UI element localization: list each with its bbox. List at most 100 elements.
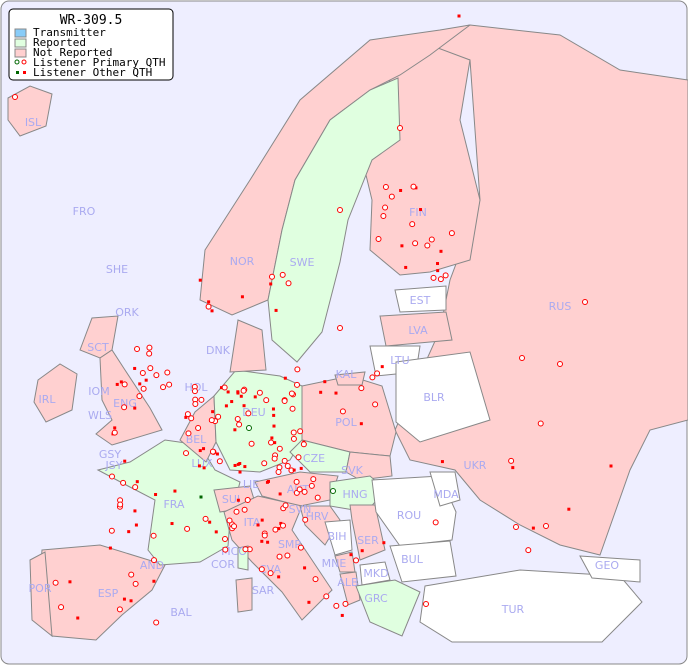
listener-other-qth-marker <box>334 391 338 395</box>
listener-primary-qth-marker <box>108 473 115 480</box>
listener-other-qth-marker <box>283 376 287 380</box>
listener-primary-qth-marker <box>428 236 435 243</box>
legend-swatch-transmitter <box>14 28 27 38</box>
country-label-iom: IOM <box>88 385 109 398</box>
listener-other-qth-marker <box>215 452 219 456</box>
country-irl <box>33 363 78 423</box>
listener-primary-qth-marker <box>310 476 317 483</box>
listener-other-qth-marker <box>349 553 353 557</box>
country-label-ser: SER <box>357 534 379 547</box>
listener-other-qth-marker <box>133 366 137 370</box>
listener-other-qth-marker <box>233 428 237 432</box>
country-grc <box>355 579 421 637</box>
listener-other-qth-marker <box>253 395 257 399</box>
listener-primary-qth-marker <box>281 457 288 464</box>
listener-primary-qth-marker <box>279 522 286 529</box>
listener-other-qth-marker <box>436 269 440 273</box>
listener-other-qth-marker <box>269 282 273 286</box>
legend-other-green-icon <box>16 71 19 74</box>
country-label-gsy: GSY <box>99 448 122 461</box>
listener-primary-qth-marker <box>160 384 167 391</box>
listener-primary-qth-marker <box>289 405 296 412</box>
legend-box <box>8 8 174 81</box>
legend-primary-qth: Listener Primary QTH <box>33 56 165 69</box>
country-label-wls: WLS <box>88 409 112 422</box>
listener-other-qth-marker <box>219 386 223 390</box>
listener-primary-qth-marker <box>293 478 300 485</box>
listener-primary-qth-marker <box>382 184 389 191</box>
listener-other-qth-marker <box>323 380 327 384</box>
country-label-bal: BAL <box>170 606 192 619</box>
listener-primary-qth-marker <box>382 204 389 211</box>
listener-primary-qth-marker <box>188 415 195 422</box>
listener-primary-qth-marker <box>557 361 563 367</box>
listener-other-qth-marker <box>382 541 386 545</box>
country-label-tur: TUR <box>501 603 525 616</box>
listener-primary-qth-marker <box>284 462 291 469</box>
listener-primary-qth-marker <box>268 273 275 280</box>
listener-other-qth-marker <box>457 14 461 18</box>
listener-primary-qth-marker <box>537 420 544 427</box>
country-label-lva: LVA <box>408 324 428 337</box>
country-label-geo: GEO <box>595 559 619 572</box>
listener-primary-qth-marker <box>202 515 209 522</box>
listener-other-qth-marker <box>419 208 423 212</box>
listener-other-qth-marker <box>279 521 283 525</box>
country-label-swe: SWE <box>290 256 315 269</box>
listener-other-qth-marker <box>230 400 234 404</box>
listener-primary-qth-marker <box>295 454 302 461</box>
legend-primary-red-icon <box>21 59 27 65</box>
country-lva <box>379 311 453 347</box>
listener-primary-qth-marker <box>268 439 275 446</box>
listener-primary-qth-marker <box>147 365 154 372</box>
country-blr <box>395 351 491 443</box>
listener-other-qth-marker <box>439 249 443 253</box>
listener-primary-qth-marker <box>120 479 127 486</box>
listener-other-qth-marker <box>207 300 211 304</box>
country-label-eng: ENG <box>113 397 137 410</box>
listener-other-qth-marker <box>236 462 240 466</box>
listener-other-qth-marker <box>135 480 139 484</box>
listener-other-qth-marker <box>127 530 131 534</box>
listener-other-qth-marker <box>303 566 307 570</box>
country-fra <box>96 439 241 566</box>
listener-primary-qth-marker <box>297 428 304 435</box>
listener-primary-qth-marker <box>388 193 395 200</box>
listener-primary-qth-marker <box>281 398 288 405</box>
listener-other-qth-marker <box>273 441 277 445</box>
listener-other-qth-marker <box>238 470 242 474</box>
country-por <box>29 551 53 638</box>
country-label-sct: SCT <box>87 341 109 354</box>
legend-swatch-reported <box>14 38 27 48</box>
country-isl <box>7 85 53 137</box>
listener-primary-qth-marker <box>198 396 205 403</box>
listener-primary-qth-marker <box>314 494 321 501</box>
country-ser <box>349 504 386 561</box>
listener-primary-qth-marker <box>146 350 153 357</box>
country-label-blr: BLR <box>423 391 445 404</box>
listener-primary-qth-marker <box>121 381 128 388</box>
listener-primary-qth-marker <box>330 488 336 494</box>
listener-primary-qth-marker <box>58 604 65 611</box>
country-kal <box>334 371 366 386</box>
country-label-rou: ROU <box>397 509 421 522</box>
listener-primary-qth-marker <box>234 415 241 422</box>
listener-other-qth-marker <box>226 390 230 394</box>
country-geo <box>579 555 641 583</box>
listener-primary-qth-marker <box>448 230 455 237</box>
listener-primary-qth-marker <box>293 381 300 388</box>
listener-other-qth-marker <box>270 436 274 440</box>
listener-other-qth-marker <box>340 613 344 617</box>
country-label-cze: CZE <box>303 452 325 465</box>
country-label-esp: ESP <box>98 587 119 600</box>
listener-other-qth-marker <box>567 507 571 511</box>
listener-other-qth-marker <box>170 522 174 526</box>
listener-primary-qth-marker <box>244 497 251 504</box>
listener-other-qth-marker <box>173 489 177 493</box>
country-sar <box>235 577 253 613</box>
listener-other-qth-marker <box>115 382 119 386</box>
country-label-smr: SMR <box>278 538 302 551</box>
listener-primary-qth-marker <box>139 370 146 377</box>
country-label-svn: SVN <box>289 503 312 516</box>
listener-primary-qth-marker <box>209 448 216 455</box>
